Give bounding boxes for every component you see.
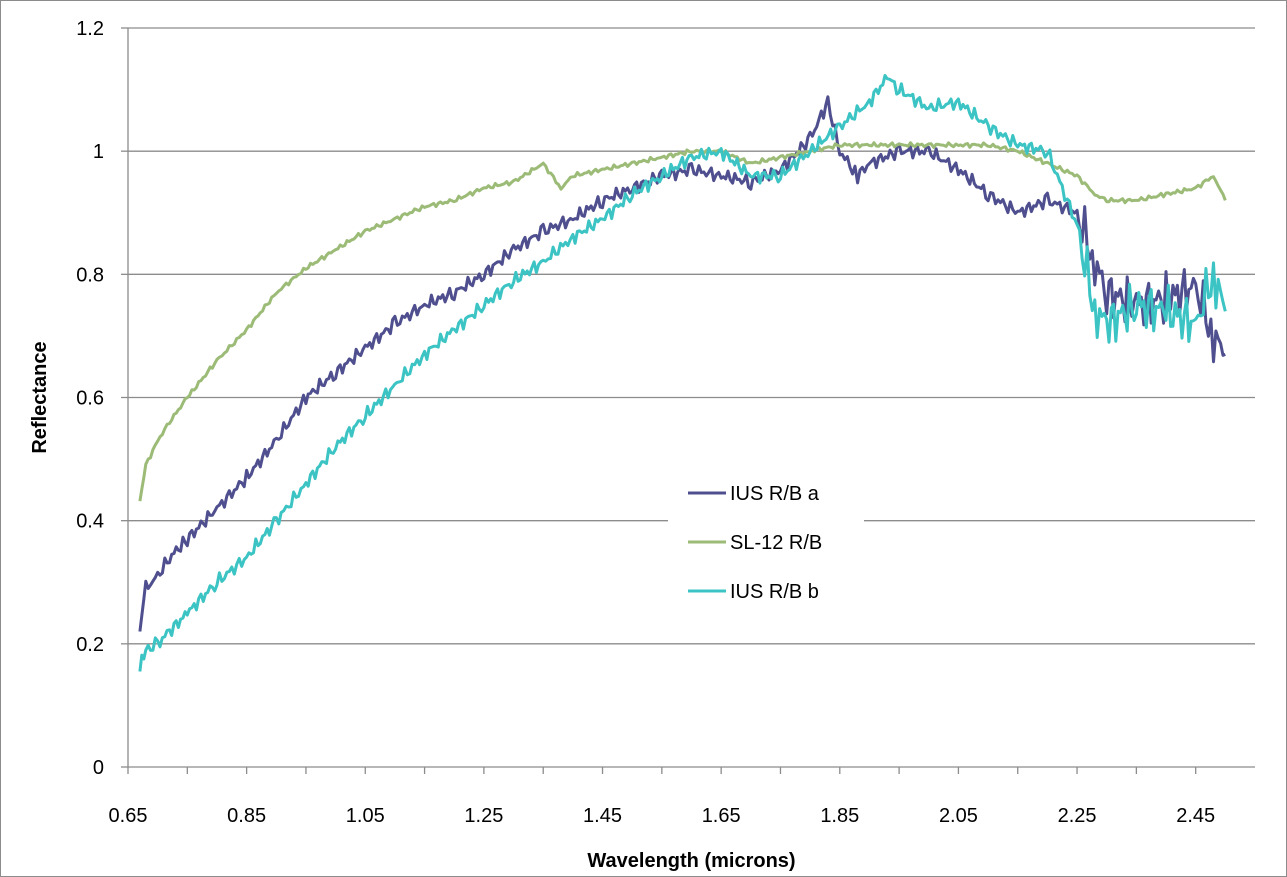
legend-label: IUS R/B b [730,581,819,603]
y-tick-label: 0.8 [76,264,104,286]
series-line-2 [138,74,1227,672]
y-tick-label: 0.2 [76,634,104,656]
y-tick-label: 1.2 [76,18,104,40]
x-tick-label: 1.05 [346,805,385,827]
y-tick-label: 0 [93,757,104,779]
y-tick-label: 0.4 [76,511,104,533]
series-line-1 [138,141,1227,502]
x-tick-label: 1.25 [464,805,503,827]
x-tick-label: 1.65 [702,805,741,827]
legend-label: IUS R/B a [730,483,820,505]
legend: IUS R/B a SL-12 R/B IUS R/B b [668,470,864,610]
series-line-0 [138,95,1226,632]
legend-label: SL-12 R/B [730,532,822,554]
x-tick-label: 0.85 [227,805,266,827]
x-axis-title: Wavelength (microns) [587,850,795,872]
y-tick-label: 0.6 [76,388,104,410]
x-tick-label: 2.45 [1176,805,1215,827]
x-tick-label: 1.45 [583,805,622,827]
axes: 0 0.2 0.4 0.6 0.8 1 1.2 0.65 0.85 1.05 1.25 1.45 1.6… [76,18,1255,827]
x-tick-label: 1.85 [820,805,859,827]
y-tick-label: 1 [93,141,104,163]
x-tick-label: 0.65 [109,805,148,827]
series-lines [138,74,1227,672]
x-tick-label: 2.25 [1058,805,1097,827]
y-axis-title: Reflectance [29,341,51,453]
x-tick-label: 2.05 [939,805,978,827]
